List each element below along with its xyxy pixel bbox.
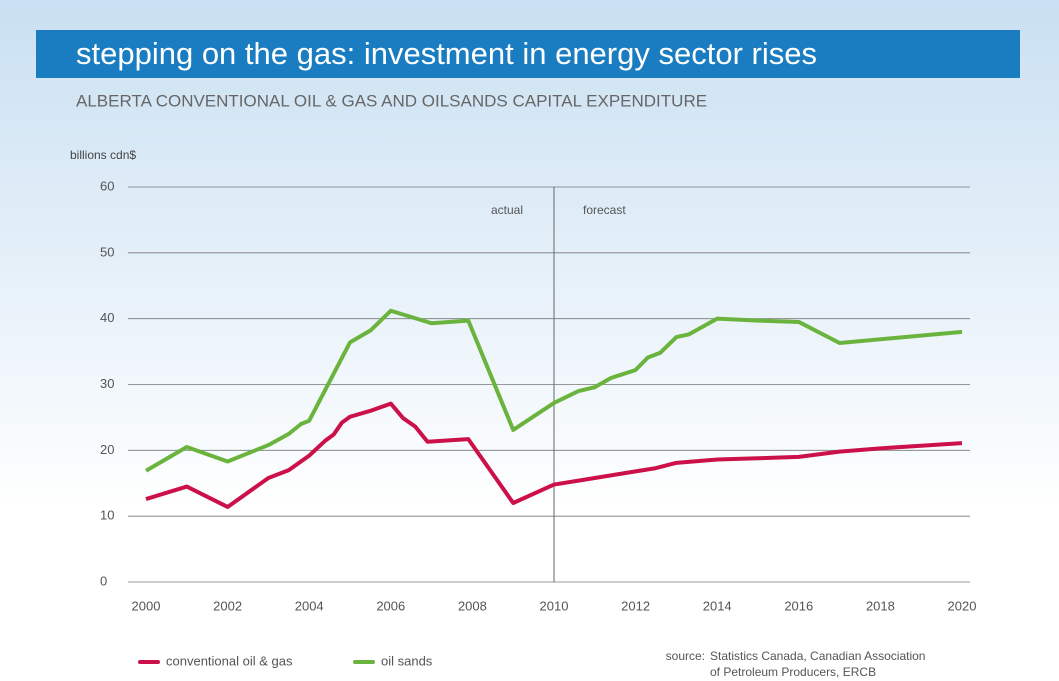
source-label: source:	[666, 649, 705, 663]
x-tick-label: 2004	[295, 598, 324, 613]
line-series	[145, 401, 963, 509]
x-tick-label: 2020	[948, 598, 977, 613]
y-tick-label: 60	[100, 178, 114, 193]
y-tick-label: 40	[100, 310, 114, 325]
x-tick-label: 2006	[376, 598, 405, 613]
annotation: forecast	[583, 203, 626, 217]
x-tick-label: 2012	[621, 598, 650, 613]
x-tick-label: 2018	[866, 598, 895, 613]
x-tick-label: 2016	[784, 598, 813, 613]
x-tick-label: 2010	[540, 598, 569, 613]
title-bar	[36, 30, 1020, 78]
line-series	[144, 308, 963, 473]
legend-label: conventional oil & gas	[166, 653, 293, 668]
x-tick-label: 2002	[213, 598, 242, 613]
source-text: Statistics Canada, Canadian Association	[710, 649, 925, 663]
chart-subtitle: ALBERTA CONVENTIONAL OIL & GAS AND OILSA…	[76, 91, 707, 110]
y-tick-label: 0	[100, 573, 107, 588]
annotation: actual	[491, 203, 523, 217]
y-tick-label: 50	[100, 244, 114, 259]
y-tick-label: 10	[100, 508, 114, 523]
chart-title: stepping on the gas: investment in energ…	[76, 36, 817, 71]
x-tick-label: 2014	[703, 598, 732, 613]
y-axis-label: billions cdn$	[70, 148, 136, 162]
y-tick-label: 20	[100, 442, 114, 457]
legend-label: oil sands	[381, 653, 433, 668]
x-tick-label: 2008	[458, 598, 487, 613]
x-tick-label: 2000	[132, 598, 161, 613]
source-text: of Petroleum Producers, ERCB	[710, 665, 876, 679]
y-tick-label: 30	[100, 376, 114, 391]
